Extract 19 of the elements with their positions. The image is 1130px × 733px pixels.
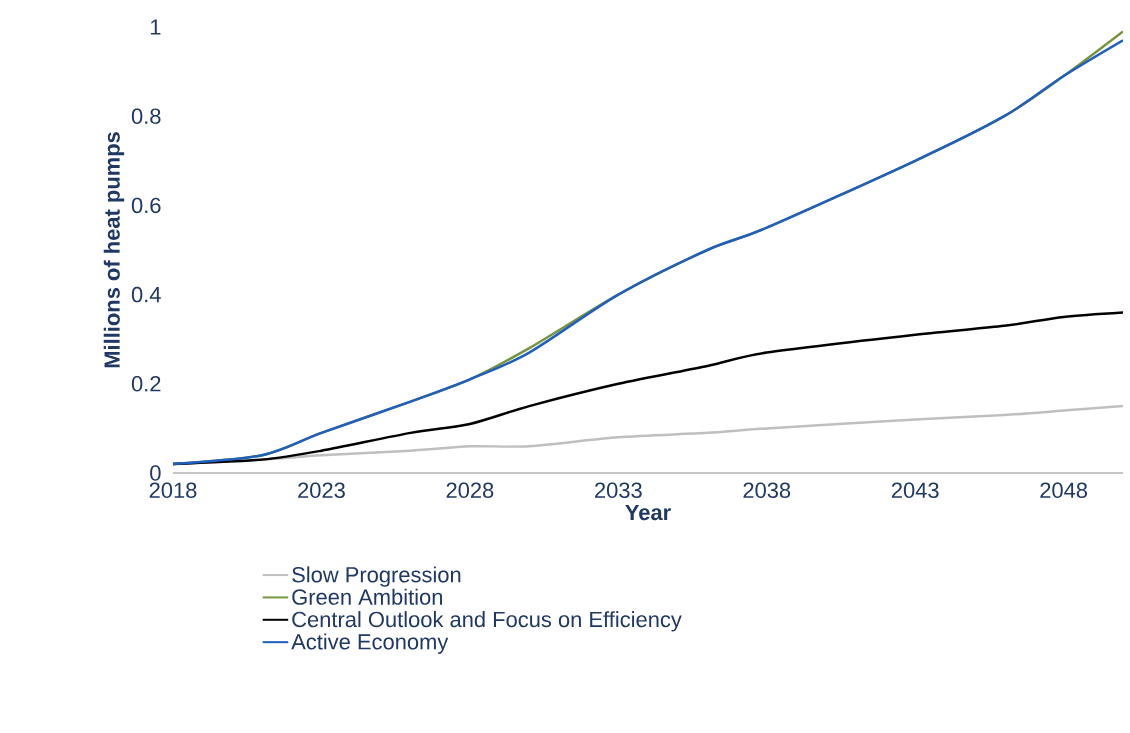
x-tick-label: 2023 bbox=[298, 482, 345, 499]
legend-label: Central Outlook and Focus on Efficiency bbox=[292, 611, 682, 632]
y-tick-label: 0 bbox=[150, 465, 161, 481]
x-tick-label: 2033 bbox=[595, 482, 642, 499]
x-tick-label: 2028 bbox=[446, 482, 494, 499]
y-tick-label: 0.8 bbox=[131, 108, 161, 124]
y-tick-label: 0.2 bbox=[131, 376, 161, 392]
y-tick-label: 1 bbox=[150, 19, 161, 35]
y-tick-label: 0.4 bbox=[131, 286, 161, 303]
y-axis-title: Millions of heat pumps bbox=[103, 132, 125, 368]
x-axis-title: Year bbox=[625, 504, 671, 521]
legend-label: Active Economy bbox=[291, 633, 449, 654]
legend-label: Green Ambition bbox=[292, 588, 442, 605]
x-tick-label: 2018 bbox=[149, 482, 197, 499]
legend-label: Slow Progression bbox=[292, 566, 461, 587]
x-tick-label: 2048 bbox=[1040, 482, 1088, 499]
x-tick-label: 2043 bbox=[891, 482, 939, 499]
x-tick-label: 2038 bbox=[743, 482, 791, 499]
y-tick-label: 0.6 bbox=[131, 197, 161, 214]
